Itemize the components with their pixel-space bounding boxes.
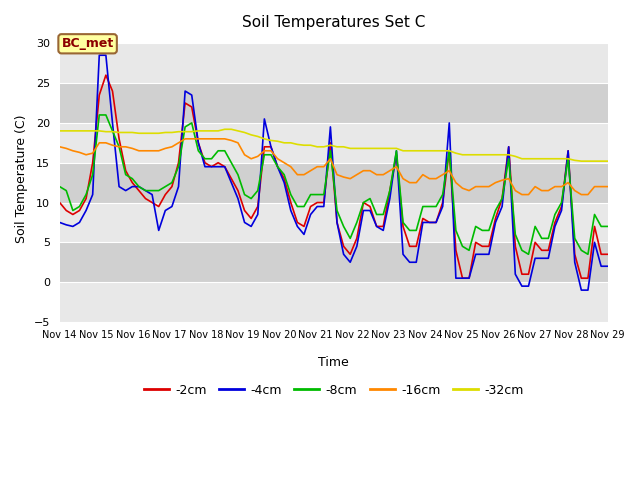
Title: Soil Temperatures Set C: Soil Temperatures Set C bbox=[242, 15, 426, 30]
Bar bbox=[60, 203, 608, 242]
X-axis label: Time: Time bbox=[318, 356, 349, 369]
Y-axis label: Soil Temperature (C): Soil Temperature (C) bbox=[15, 114, 28, 243]
Bar bbox=[60, 83, 608, 123]
Bar bbox=[60, 123, 608, 163]
Bar bbox=[60, 242, 608, 282]
Bar bbox=[60, 43, 608, 83]
Text: BC_met: BC_met bbox=[61, 37, 114, 50]
Bar bbox=[60, 163, 608, 203]
Legend: -2cm, -4cm, -8cm, -16cm, -32cm: -2cm, -4cm, -8cm, -16cm, -32cm bbox=[139, 379, 529, 402]
Bar bbox=[60, 282, 608, 322]
